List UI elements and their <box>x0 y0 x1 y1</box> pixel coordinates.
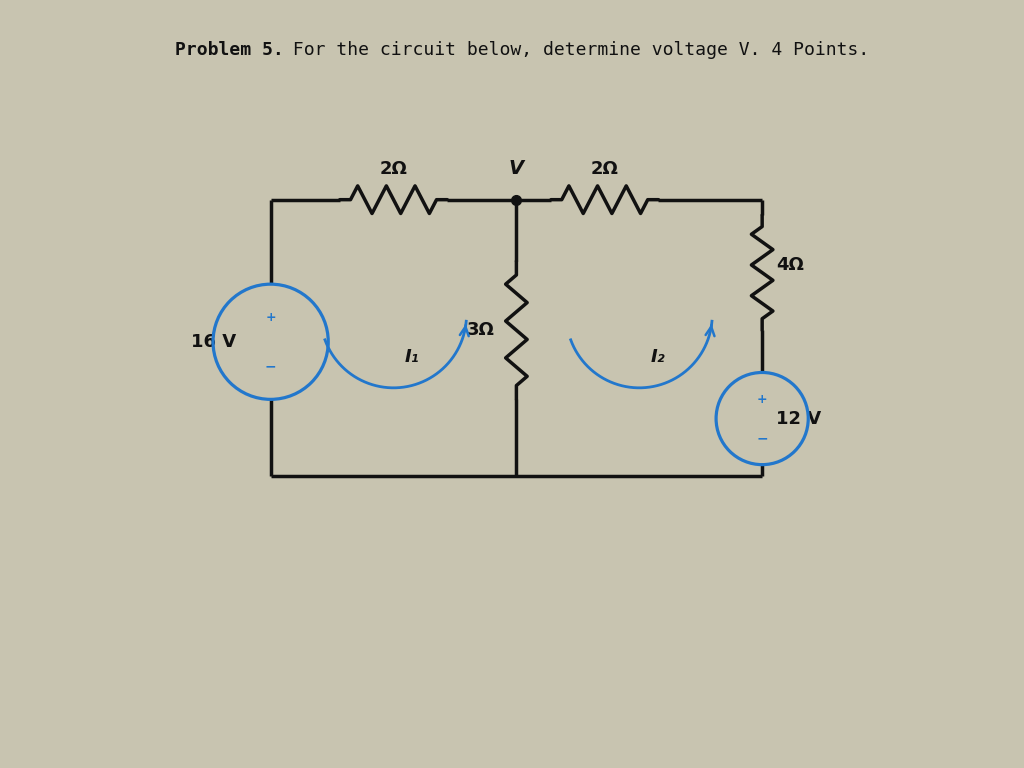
Text: 12 V: 12 V <box>776 409 821 428</box>
Text: I₁: I₁ <box>406 348 420 366</box>
Text: For the circuit below, determine voltage V. 4 Points.: For the circuit below, determine voltage… <box>283 41 869 59</box>
Text: Problem 5.: Problem 5. <box>175 41 284 59</box>
Text: 2Ω: 2Ω <box>380 161 408 178</box>
Text: +: + <box>265 311 275 324</box>
Text: V: V <box>509 159 524 178</box>
Text: +: + <box>757 392 767 406</box>
Text: 4Ω: 4Ω <box>776 256 804 274</box>
Text: 16 V: 16 V <box>190 333 237 351</box>
Text: −: − <box>757 431 768 445</box>
Text: 3Ω: 3Ω <box>467 321 495 339</box>
Text: I₂: I₂ <box>651 348 666 366</box>
Text: −: − <box>265 359 276 373</box>
Text: 2Ω: 2Ω <box>591 161 618 178</box>
